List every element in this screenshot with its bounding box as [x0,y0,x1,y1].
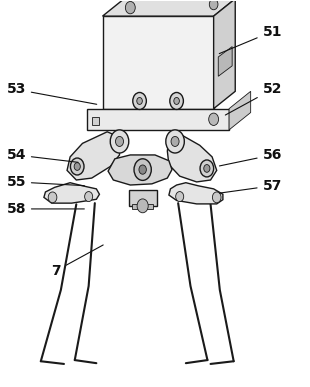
Circle shape [166,130,184,153]
Text: 51: 51 [219,24,282,54]
Circle shape [125,2,135,14]
Polygon shape [169,183,223,204]
Text: 54: 54 [7,148,78,162]
Circle shape [48,192,57,203]
Text: 56: 56 [219,148,282,166]
Polygon shape [214,0,235,109]
Text: 55: 55 [7,175,84,189]
Bar [103,16,214,109]
Circle shape [116,137,123,146]
Text: 57: 57 [219,179,282,193]
Text: 52: 52 [225,82,282,115]
Circle shape [200,160,214,177]
Circle shape [212,192,221,203]
Bar [87,109,229,130]
Bar [92,117,99,125]
Circle shape [171,137,179,146]
Polygon shape [218,46,232,76]
Bar [132,204,153,209]
Circle shape [137,98,142,104]
Polygon shape [108,155,172,185]
Circle shape [134,159,151,180]
Bar [129,190,157,206]
Circle shape [139,165,146,174]
Circle shape [137,199,148,213]
Polygon shape [167,132,217,182]
Circle shape [170,92,184,110]
Polygon shape [229,91,251,130]
Polygon shape [44,183,100,203]
Circle shape [209,113,219,125]
Circle shape [204,164,210,172]
Circle shape [110,130,129,153]
Circle shape [209,0,218,10]
Polygon shape [67,132,120,180]
Circle shape [133,92,146,110]
Circle shape [74,163,80,170]
Circle shape [174,98,179,104]
Circle shape [85,192,93,202]
Polygon shape [103,0,235,16]
Text: 7: 7 [51,245,103,277]
Circle shape [70,158,84,175]
Text: 53: 53 [7,82,97,104]
Text: 58: 58 [7,202,84,216]
Circle shape [176,192,184,202]
